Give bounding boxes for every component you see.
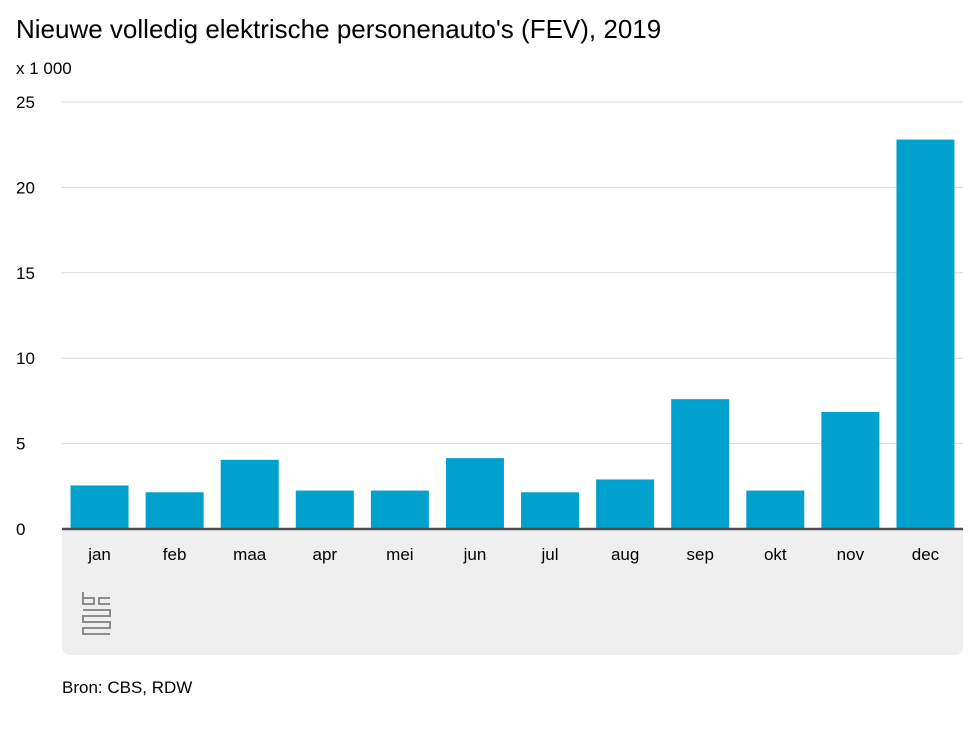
y-tick-label: 0: [16, 520, 25, 539]
source-note: Bron: CBS, RDW: [62, 678, 193, 697]
bar-jan: [70, 485, 129, 529]
gridlines: [62, 101, 963, 445]
y-tick-label: 25: [16, 93, 35, 112]
chart-title: Nieuwe volledig elektrische personenauto…: [16, 14, 662, 44]
bar-mei: [370, 490, 429, 529]
x-tick-label-jul: jul: [541, 545, 559, 564]
x-tick-label-feb: feb: [163, 545, 187, 564]
x-tick-label-jan: jan: [87, 545, 111, 564]
bar-okt: [746, 490, 805, 529]
x-tick-label-jun: jun: [463, 545, 487, 564]
x-tick-label-maa: maa: [233, 545, 267, 564]
bars: [70, 139, 955, 530]
bar-maa: [220, 459, 279, 529]
x-axis-labels: jan feb maa apr mei jun jul aug sep okt nov dec: [87, 545, 939, 564]
y-tick-label: 5: [16, 435, 25, 454]
bar-jul: [521, 492, 580, 529]
y-tick-label: 10: [16, 349, 35, 368]
bar-sep: [671, 399, 730, 529]
bar-nov: [821, 412, 880, 529]
x-tick-label-sep: sep: [686, 545, 713, 564]
bar-dec: [896, 139, 955, 530]
x-tick-label-apr: apr: [313, 545, 338, 564]
bar-apr: [295, 490, 354, 529]
y-axis-ticks: 0 5 10 15 20 25: [16, 93, 35, 539]
bar-aug: [596, 479, 655, 529]
bar-feb: [145, 492, 204, 529]
y-tick-label: 20: [16, 178, 35, 197]
y-axis-unit-label: x 1 000: [16, 59, 72, 78]
bar-jun: [445, 458, 504, 529]
x-tick-label-mei: mei: [386, 545, 413, 564]
y-tick-label: 15: [16, 264, 35, 283]
x-axis-panel: [62, 530, 963, 655]
cbs-logo-icon: [82, 592, 111, 635]
x-tick-label-okt: okt: [764, 545, 787, 564]
x-tick-label-aug: aug: [611, 545, 639, 564]
x-tick-label-nov: nov: [837, 545, 865, 564]
x-tick-label-dec: dec: [912, 545, 940, 564]
